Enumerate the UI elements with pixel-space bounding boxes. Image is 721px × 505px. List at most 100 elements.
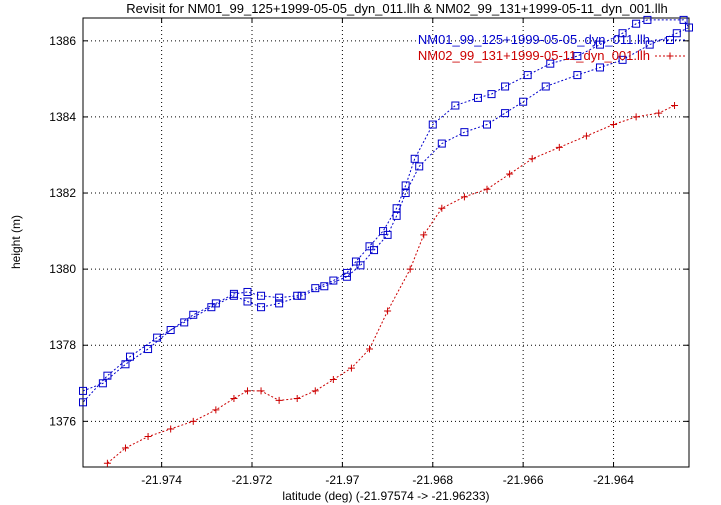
- data-point: [329, 375, 337, 383]
- data-point: [541, 82, 550, 91]
- x-axis-ticks: -21.974 -21.972 -21.97 -21.968 -21.966 -21.96…: [141, 18, 634, 487]
- data-point: [275, 396, 283, 404]
- data-point: [483, 185, 491, 193]
- plot-frame: [82, 17, 690, 468]
- y-tick-label: 1380: [49, 262, 76, 276]
- data-point: [438, 204, 446, 212]
- data-point: [293, 395, 301, 403]
- data-point: [546, 59, 555, 68]
- data-point: [523, 71, 532, 80]
- data-point: [460, 193, 468, 201]
- data-point: [428, 120, 437, 129]
- data-point: [410, 154, 419, 163]
- data-point: [555, 143, 563, 151]
- legend-marker-series-1: [666, 36, 674, 44]
- data-point: [632, 19, 641, 28]
- data-point: [167, 425, 175, 433]
- data-point: [384, 307, 392, 315]
- data-point: [98, 379, 107, 388]
- data-point: [392, 204, 401, 213]
- data-point: [501, 109, 510, 118]
- x-tick-label: -21.97: [325, 473, 359, 487]
- data-point: [420, 231, 428, 239]
- data-point: [180, 318, 189, 327]
- y-tick-label: 1382: [49, 186, 76, 200]
- data-point: [257, 291, 266, 300]
- data-point: [528, 155, 536, 163]
- x-tick-label: -21.974: [141, 473, 182, 487]
- data-point: [189, 310, 198, 319]
- y-tick-label: 1378: [49, 338, 76, 352]
- legend-label-series-1: NM01_99_125+1999-05-05_dyn_011.llh: [418, 32, 650, 47]
- data-point: [275, 293, 284, 302]
- data-point: [671, 102, 679, 110]
- data-point: [121, 360, 130, 369]
- data-point: [632, 113, 640, 121]
- data-point: [473, 93, 482, 102]
- x-tick-label: -21.964: [593, 473, 634, 487]
- data-point: [212, 406, 220, 414]
- data-point: [401, 181, 410, 190]
- data-point: [582, 132, 590, 140]
- data-point: [79, 386, 87, 395]
- legend-marker-series-2: [666, 52, 674, 60]
- data-point: [672, 29, 681, 38]
- data-point: [618, 55, 627, 64]
- grid: [83, 18, 689, 467]
- series-layer: [79, 15, 693, 467]
- data-point: [483, 120, 491, 129]
- series-1-line: [82, 19, 690, 403]
- data-point: [103, 459, 111, 467]
- data-point: [437, 139, 446, 148]
- data-point: [79, 398, 87, 407]
- y-tick-label: 1386: [49, 34, 76, 48]
- data-point: [383, 230, 392, 239]
- data-point: [257, 303, 266, 312]
- x-tick-label: -21.972: [232, 473, 273, 487]
- data-point: [153, 333, 162, 342]
- data-point: [573, 71, 582, 80]
- data-point: [415, 162, 424, 171]
- data-point: [366, 345, 374, 353]
- data-point: [401, 189, 410, 198]
- data-point: [125, 352, 134, 361]
- data-point: [487, 90, 496, 99]
- data-point: [166, 326, 175, 335]
- data-point: [506, 170, 514, 178]
- data-point: [679, 15, 688, 24]
- data-point: [311, 284, 320, 293]
- data-point: [257, 387, 265, 395]
- data-point: [573, 52, 582, 61]
- legend-label-series-2: NM02_99_131+1999-05-11_dyn_001.llh: [418, 48, 650, 63]
- x-tick-label: -21.966: [503, 473, 544, 487]
- data-point: [392, 211, 401, 220]
- data-point: [501, 82, 510, 91]
- data-point: [370, 246, 379, 255]
- data-point: [460, 128, 469, 137]
- data-point: [121, 444, 129, 452]
- data-point: [451, 101, 460, 110]
- series-2-line: [107, 105, 675, 464]
- data-point: [144, 345, 153, 354]
- data-point: [230, 395, 238, 403]
- data-point: [144, 433, 152, 441]
- data-point: [347, 364, 355, 372]
- series-2: [103, 102, 679, 467]
- y-axis-ticks: 1376 1378 1380 1382 1384 1386: [49, 34, 689, 428]
- data-point: [293, 291, 302, 300]
- data-point: [406, 265, 414, 273]
- data-point: [645, 40, 654, 49]
- data-point: [243, 297, 252, 306]
- data-point: [356, 261, 365, 270]
- x-tick-label: -21.968: [412, 473, 453, 487]
- y-tick-label: 1384: [49, 110, 76, 124]
- data-point: [655, 109, 663, 117]
- data-point: [297, 291, 306, 300]
- data-point: [685, 23, 693, 32]
- data-point: [595, 40, 604, 49]
- y-axis-label: height (m): [9, 215, 23, 269]
- data-point: [618, 29, 627, 38]
- data-point: [207, 303, 216, 312]
- data-point: [320, 282, 329, 291]
